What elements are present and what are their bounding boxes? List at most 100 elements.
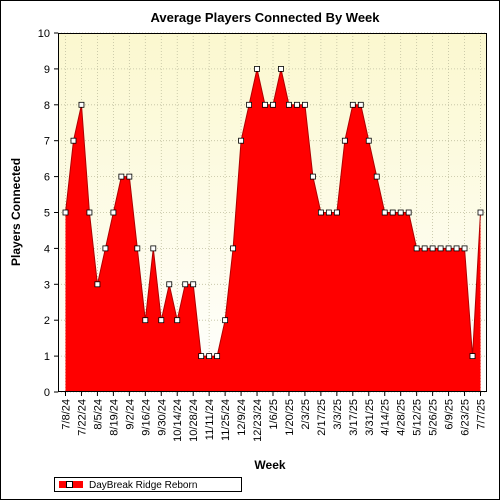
data-point [142, 317, 149, 324]
chart-title: Average Players Connected By Week [150, 10, 380, 25]
y-axis: 0 1 2 3 4 5 6 7 8 9 10 [38, 28, 58, 399]
y-tick-label: 9 [44, 64, 50, 76]
y-tick-label: 5 [44, 208, 50, 220]
data-point [254, 66, 260, 72]
plot-frame [58, 33, 487, 392]
data-point [421, 245, 428, 252]
data-point [262, 101, 268, 108]
data-point [302, 101, 308, 108]
data-point [174, 317, 181, 324]
data-point [294, 101, 300, 108]
data-point [373, 173, 380, 180]
data-point [62, 209, 69, 216]
y-tick-label: 8 [44, 100, 50, 112]
data-point [270, 101, 276, 108]
data-point [86, 209, 93, 216]
x-tick-label: 9/30/24 [156, 399, 168, 436]
data-point [182, 281, 189, 288]
data-point [150, 245, 157, 252]
data-point [341, 137, 348, 144]
x-tick-label: 7/7/25 [476, 399, 488, 430]
area-fill [65, 68, 481, 393]
x-tick-label: 12/23/24 [252, 399, 264, 442]
series-markers [62, 66, 484, 360]
data-point [381, 209, 388, 216]
x-tick-label: 12/9/24 [236, 399, 248, 436]
data-point [445, 245, 452, 252]
data-point [453, 245, 460, 252]
x-tick-label: 8/19/24 [108, 399, 120, 436]
data-point [333, 209, 340, 216]
y-tick-label: 0 [44, 387, 50, 399]
data-point [397, 209, 404, 216]
y-axis-label: Players Connected [9, 158, 23, 266]
data-point [118, 173, 125, 180]
x-axis-label: Week [254, 458, 285, 472]
data-point [310, 173, 316, 180]
data-point [214, 353, 221, 360]
data-point [437, 245, 444, 252]
y-tick-label: 10 [38, 28, 50, 40]
x-tick-label: 4/28/25 [396, 399, 408, 436]
data-point [389, 209, 396, 216]
x-tick-label: 7/8/24 [61, 399, 73, 430]
data-point [325, 209, 332, 216]
data-point [413, 245, 420, 252]
x-tick-label: 9/2/24 [124, 399, 136, 430]
data-point [198, 353, 205, 360]
data-point [405, 209, 412, 216]
data-point [278, 66, 284, 72]
data-point [94, 281, 101, 288]
x-tick-label: 2/17/25 [316, 399, 328, 436]
data-point [429, 245, 436, 252]
x-tick-label: 9/16/24 [140, 399, 152, 436]
x-tick-label: 11/11/24 [204, 399, 216, 440]
data-point [349, 101, 356, 108]
x-tick-label: 2/3/25 [300, 399, 312, 430]
x-tick-label: 3/17/25 [348, 399, 360, 436]
y-tick-label: 2 [44, 315, 50, 327]
data-point [110, 209, 117, 216]
x-tick-label: 4/14/25 [380, 399, 392, 436]
x-tick-label: 8/5/24 [92, 399, 104, 430]
x-tick-label: 1/6/25 [268, 399, 280, 430]
data-point [469, 353, 476, 360]
data-point [357, 101, 364, 108]
data-point [317, 209, 324, 216]
x-tick-label: 6/23/25 [460, 399, 472, 436]
x-tick-label: 10/28/24 [188, 399, 200, 442]
x-tick-label: 10/14/24 [172, 399, 184, 442]
y-tick-label: 7 [44, 136, 50, 148]
data-point [206, 353, 213, 360]
data-point [365, 137, 372, 144]
x-tick-label: 5/12/25 [412, 399, 424, 436]
data-point [238, 137, 244, 144]
data-point [461, 245, 468, 252]
legend-box [54, 477, 242, 492]
x-tick-label: 7/22/24 [76, 399, 88, 436]
data-point [230, 245, 236, 252]
x-tick-label: 6/9/25 [444, 399, 456, 430]
data-point [126, 173, 133, 180]
data-point [286, 101, 292, 108]
data-point [190, 281, 197, 288]
data-point [246, 101, 252, 108]
legend-label: DayBreak Ridge Reborn [89, 480, 197, 491]
x-axis: 7/8/24 7/22/24 8/5/24 8/19/24 9/2/24 9/16/24 9… [61, 392, 488, 442]
data-point [78, 101, 85, 108]
x-tick-label: 1/20/25 [284, 399, 296, 436]
data-point [158, 317, 165, 324]
data-point [70, 137, 77, 144]
data-point [166, 281, 173, 288]
x-tick-label: 11/25/24 [220, 399, 232, 441]
y-tick-label: 3 [44, 279, 50, 291]
y-tick-label: 1 [44, 351, 50, 363]
x-tick-label: 5/26/25 [428, 399, 440, 436]
data-point [222, 317, 229, 324]
legend-marker [66, 481, 73, 488]
data-point [477, 209, 484, 216]
y-tick-label: 6 [44, 172, 50, 184]
data-point [102, 245, 109, 252]
